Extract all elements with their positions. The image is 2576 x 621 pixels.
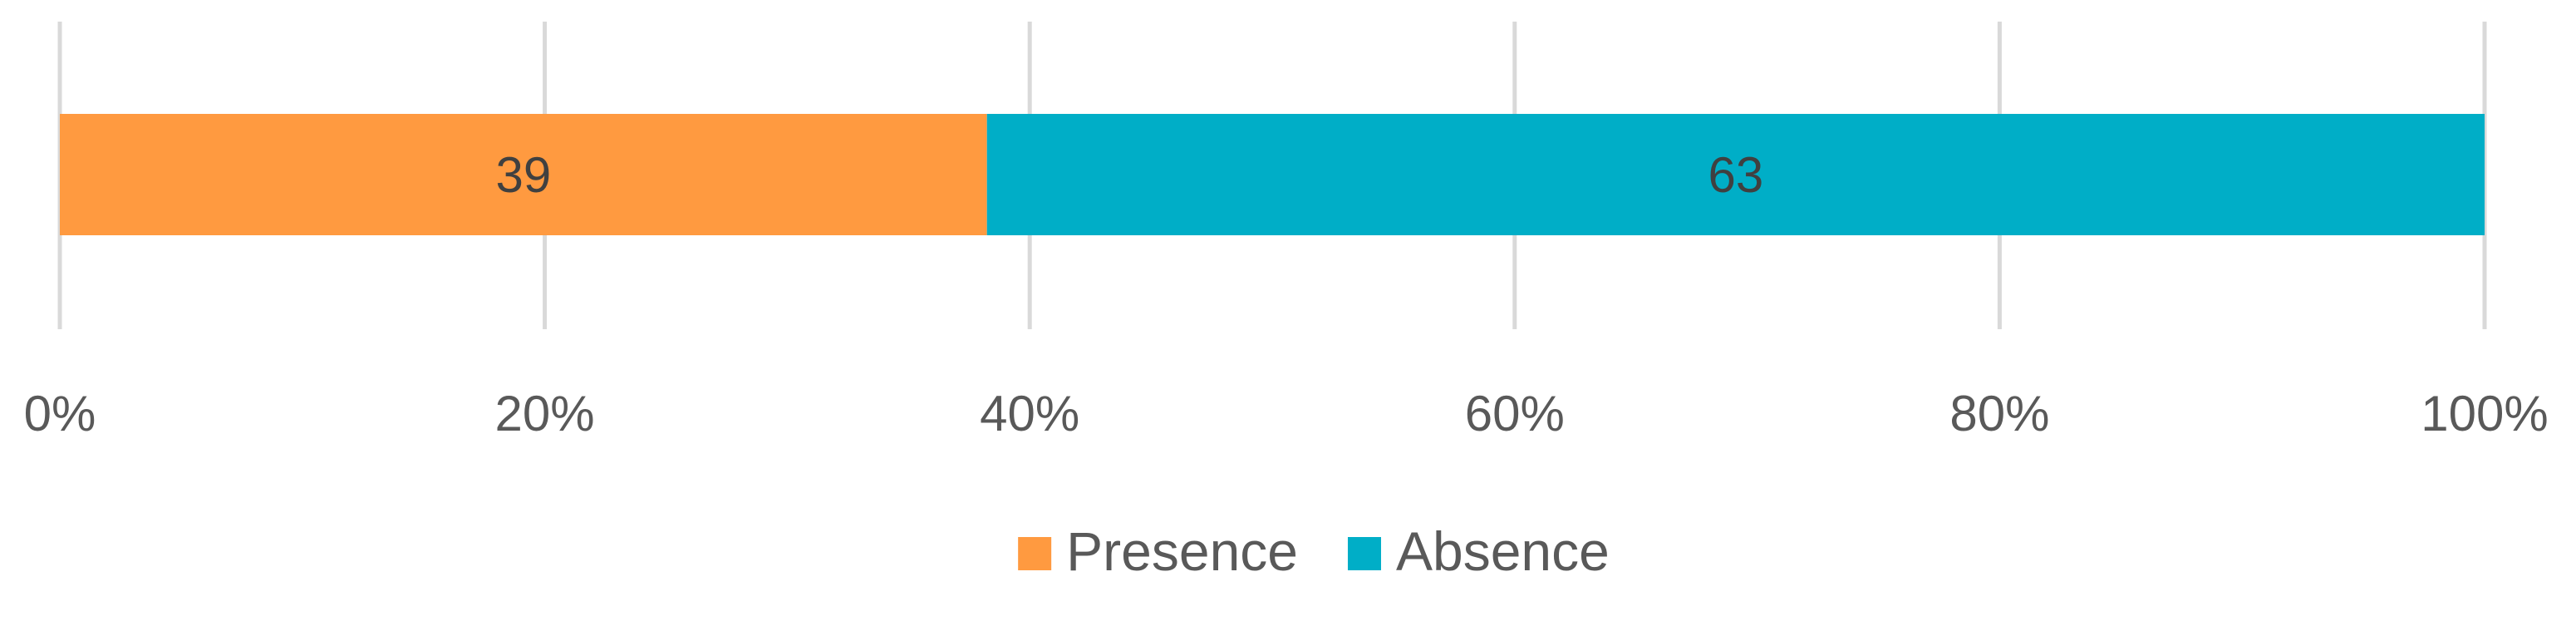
x-tick-label-100: 100% — [2421, 386, 2548, 441]
bar-segment-presence — [60, 114, 987, 235]
x-tick-label-0: 0% — [24, 386, 96, 441]
legend: Presence Absence — [1018, 520, 1610, 582]
bar-segments — [60, 114, 2485, 235]
x-tick-label-60: 60% — [1465, 386, 1565, 441]
legend-swatch-absence — [1347, 537, 1381, 570]
legend-swatch-presence — [1018, 537, 1052, 570]
legend-label-presence: Presence — [1066, 520, 1298, 582]
data-label-presence: 39 — [495, 147, 551, 203]
legend-label-absence: Absence — [1396, 520, 1610, 582]
x-axis-tick-labels: 0% 20% 40% 60% 80% 100% — [24, 386, 2549, 441]
x-tick-label-20: 20% — [495, 386, 595, 441]
x-tick-label-40: 40% — [980, 386, 1079, 441]
data-labels: 39 63 — [495, 147, 1763, 203]
bar-segment-absence — [986, 114, 2485, 235]
data-label-absence: 63 — [1708, 147, 1763, 203]
x-tick-label-80: 80% — [1949, 386, 2049, 441]
